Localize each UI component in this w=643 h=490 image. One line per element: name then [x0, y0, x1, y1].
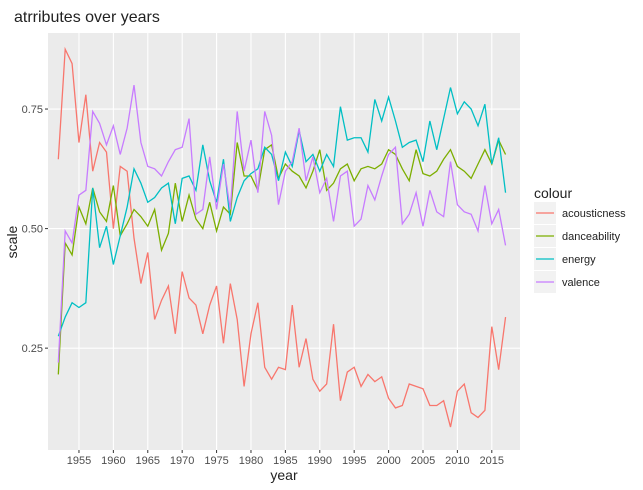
y-tick-label: 0.50 — [22, 224, 43, 236]
x-tick-label: 2010 — [445, 455, 469, 467]
x-tick-label: 1985 — [273, 455, 297, 467]
y-axis-title: scale — [4, 225, 20, 258]
x-tick-label: 1960 — [101, 455, 125, 467]
chart-title: atrributes over years — [14, 9, 160, 26]
series-line — [57, 87, 507, 337]
x-tick-label: 1955 — [67, 455, 91, 467]
x-tick-label: 1975 — [204, 455, 228, 467]
y-tick-label: 0.75 — [22, 104, 43, 116]
x-tick-label: 2000 — [376, 455, 400, 467]
legend-title: colour — [534, 185, 572, 201]
series-line — [57, 85, 507, 363]
series-line — [57, 46, 507, 428]
x-tick-label: 1990 — [308, 455, 332, 467]
y-tick-label: 0.25 — [22, 343, 43, 355]
x-tick-label: 1970 — [170, 455, 194, 467]
panel — [48, 33, 520, 450]
x-tick-label: 1980 — [239, 455, 263, 467]
legend-label: acousticness — [562, 208, 626, 220]
x-axis-title: year — [270, 467, 298, 483]
series-line — [57, 138, 507, 375]
legend-label: energy — [562, 254, 596, 266]
x-tick-label: 2015 — [480, 455, 504, 467]
x-tick-label: 1965 — [136, 455, 160, 467]
legend-label: danceability — [562, 231, 621, 243]
legend-label: valence — [562, 277, 600, 289]
x-tick-label: 2005 — [411, 455, 435, 467]
x-tick-label: 1995 — [342, 455, 366, 467]
